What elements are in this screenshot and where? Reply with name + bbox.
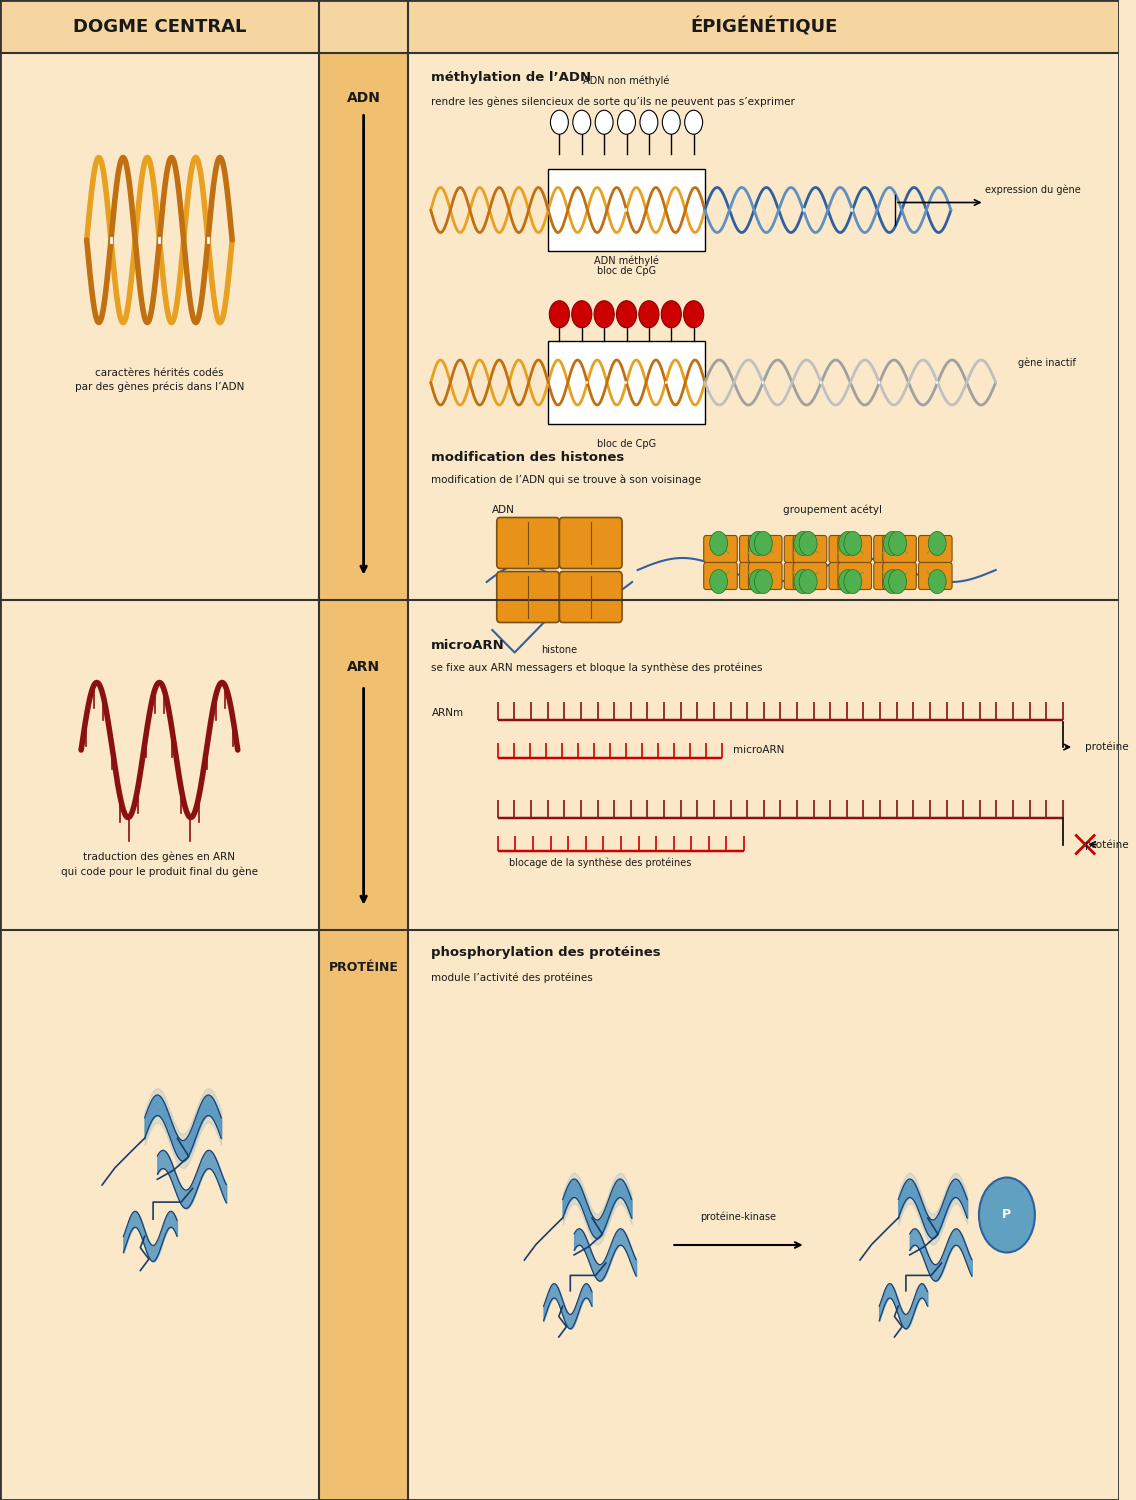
FancyBboxPatch shape <box>559 518 623 568</box>
FancyBboxPatch shape <box>703 536 737 562</box>
Text: expression du gène: expression du gène <box>985 184 1080 195</box>
Circle shape <box>571 300 592 328</box>
FancyBboxPatch shape <box>883 562 917 590</box>
Circle shape <box>595 111 613 135</box>
Text: gène inactif: gène inactif <box>1018 358 1076 369</box>
Circle shape <box>979 1178 1035 1252</box>
Circle shape <box>888 570 907 594</box>
Bar <box>319 930 408 1500</box>
Text: bloc de CpG: bloc de CpG <box>596 438 657 448</box>
Circle shape <box>617 300 636 328</box>
Text: microARN: microARN <box>431 639 504 651</box>
Text: modification des histones: modification des histones <box>431 452 624 464</box>
Circle shape <box>754 570 772 594</box>
Text: caractères hérités codés
par des gènes précis dans l’ADN: caractères hérités codés par des gènes p… <box>75 368 244 393</box>
FancyBboxPatch shape <box>496 572 559 622</box>
Text: ADN: ADN <box>346 90 381 105</box>
FancyBboxPatch shape <box>749 562 782 590</box>
Text: ADN: ADN <box>492 506 515 515</box>
Bar <box>549 170 704 250</box>
Circle shape <box>551 111 568 135</box>
Circle shape <box>684 300 703 328</box>
Circle shape <box>838 531 857 555</box>
Text: bloc de CpG: bloc de CpG <box>596 267 657 276</box>
Text: module l’activité des protéines: module l’activité des protéines <box>431 974 593 984</box>
Circle shape <box>884 531 901 555</box>
Text: méthylation de l’ADN: méthylation de l’ADN <box>431 72 591 84</box>
FancyBboxPatch shape <box>740 562 774 590</box>
FancyBboxPatch shape <box>793 536 827 562</box>
Circle shape <box>884 570 901 594</box>
Text: protéine-kinase: protéine-kinase <box>701 1212 776 1222</box>
FancyBboxPatch shape <box>740 536 774 562</box>
Text: ADN méthylé: ADN méthylé <box>594 255 659 267</box>
Circle shape <box>638 300 659 328</box>
Circle shape <box>928 570 946 594</box>
Text: se fixe aux ARN messagers et bloque la synthèse des protéines: se fixe aux ARN messagers et bloque la s… <box>431 662 762 672</box>
Text: P: P <box>1002 1209 1011 1221</box>
FancyBboxPatch shape <box>838 536 871 562</box>
Circle shape <box>661 300 682 328</box>
Circle shape <box>799 531 817 555</box>
Circle shape <box>750 531 767 555</box>
FancyBboxPatch shape <box>919 536 952 562</box>
Bar <box>319 53 408 600</box>
Circle shape <box>838 570 857 594</box>
Bar <box>319 600 408 930</box>
FancyBboxPatch shape <box>784 536 818 562</box>
Text: blocage de la synthèse des protéines: blocage de la synthèse des protéines <box>509 856 692 867</box>
Text: PROTÉINE: PROTÉINE <box>328 962 399 974</box>
FancyBboxPatch shape <box>919 562 952 590</box>
Circle shape <box>618 111 635 135</box>
Circle shape <box>685 111 702 135</box>
FancyBboxPatch shape <box>793 562 827 590</box>
Bar <box>549 342 704 423</box>
Bar <box>0 0 1119 53</box>
FancyBboxPatch shape <box>559 572 623 622</box>
Text: protéine: protéine <box>1085 840 1129 849</box>
Circle shape <box>888 531 907 555</box>
Circle shape <box>794 531 812 555</box>
Text: ARNm: ARNm <box>432 708 465 717</box>
Text: rendre les gènes silencieux de sorte qu’ils ne peuvent pas s’exprimer: rendre les gènes silencieux de sorte qu’… <box>431 96 794 108</box>
Text: traduction des gènes en ARN
qui code pour le produit final du gène: traduction des gènes en ARN qui code pou… <box>61 852 258 877</box>
Circle shape <box>754 531 772 555</box>
Circle shape <box>844 531 862 555</box>
Circle shape <box>710 570 727 594</box>
Circle shape <box>550 300 569 328</box>
Text: microARN: microARN <box>733 746 784 754</box>
FancyBboxPatch shape <box>838 562 871 590</box>
Circle shape <box>928 531 946 555</box>
Circle shape <box>799 570 817 594</box>
FancyBboxPatch shape <box>749 536 782 562</box>
Circle shape <box>710 531 727 555</box>
Circle shape <box>640 111 658 135</box>
Text: protéine: protéine <box>1085 742 1129 753</box>
FancyBboxPatch shape <box>883 536 917 562</box>
FancyBboxPatch shape <box>874 536 908 562</box>
Circle shape <box>794 570 812 594</box>
FancyBboxPatch shape <box>703 562 737 590</box>
FancyBboxPatch shape <box>784 562 818 590</box>
Text: ADN non méthylé: ADN non méthylé <box>583 75 670 86</box>
Circle shape <box>662 111 680 135</box>
Circle shape <box>594 300 615 328</box>
Text: phosphorylation des protéines: phosphorylation des protéines <box>431 946 660 958</box>
Text: modification de l’ADN qui se trouve à son voisinage: modification de l’ADN qui se trouve à so… <box>431 474 701 484</box>
FancyBboxPatch shape <box>829 562 862 590</box>
Text: groupement acétyl: groupement acétyl <box>783 504 883 516</box>
FancyBboxPatch shape <box>874 562 908 590</box>
Circle shape <box>844 570 862 594</box>
Circle shape <box>750 570 767 594</box>
Text: ARN: ARN <box>346 660 381 675</box>
Circle shape <box>573 111 591 135</box>
Text: ÉPIGÉNÉTIQUE: ÉPIGÉNÉTIQUE <box>690 18 837 36</box>
Text: histone: histone <box>542 645 577 656</box>
FancyBboxPatch shape <box>496 518 559 568</box>
FancyBboxPatch shape <box>829 536 862 562</box>
Text: DOGME CENTRAL: DOGME CENTRAL <box>73 18 247 36</box>
